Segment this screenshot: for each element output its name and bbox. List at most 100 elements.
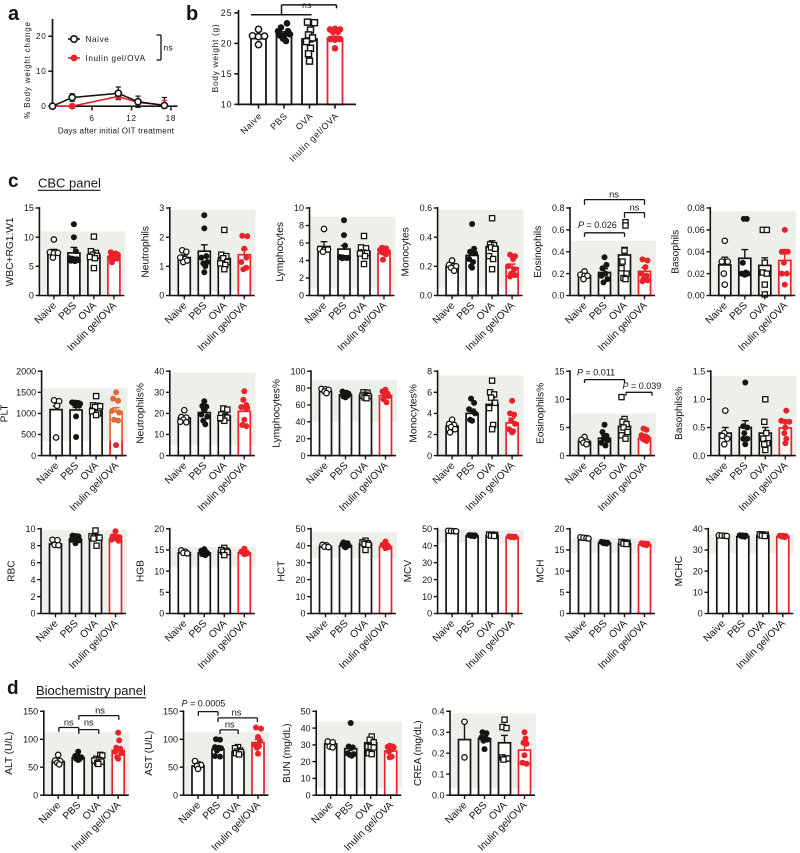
- svg-text:CREA (mg/dL): CREA (mg/dL): [413, 720, 424, 786]
- svg-text:d: d: [7, 678, 19, 699]
- svg-text:0: 0: [29, 291, 34, 301]
- svg-text:0.6: 0.6: [552, 225, 565, 235]
- svg-text:2: 2: [159, 232, 164, 242]
- svg-text:CBC panel: CBC panel: [38, 176, 101, 191]
- svg-text:20: 20: [422, 575, 432, 585]
- svg-text:4: 4: [427, 409, 432, 419]
- svg-text:25: 25: [221, 8, 233, 18]
- svg-text:10: 10: [294, 203, 304, 213]
- svg-text:P = 0.011: P = 0.011: [577, 367, 615, 377]
- svg-text:20: 20: [154, 409, 164, 419]
- svg-text:0: 0: [559, 609, 564, 619]
- svg-text:HGB: HGB: [135, 560, 146, 582]
- svg-text:20: 20: [295, 575, 305, 585]
- svg-text:30: 30: [301, 740, 311, 750]
- svg-text:8: 8: [299, 221, 304, 231]
- svg-text:15: 15: [554, 545, 564, 555]
- svg-text:20: 20: [295, 434, 305, 444]
- svg-text:20: 20: [36, 32, 47, 41]
- svg-text:15: 15: [154, 545, 164, 555]
- svg-text:ns: ns: [95, 705, 105, 715]
- svg-text:0: 0: [30, 609, 35, 619]
- svg-text:0.1: 0.1: [432, 769, 445, 779]
- svg-text:MCHC: MCHC: [674, 556, 685, 587]
- svg-text:MCH: MCH: [536, 559, 547, 582]
- svg-text:1500: 1500: [16, 388, 36, 398]
- svg-text:Inulin gel/OVA: Inulin gel/OVA: [86, 54, 146, 63]
- svg-text:0.4: 0.4: [552, 247, 565, 257]
- svg-text:0.6: 0.6: [420, 203, 433, 213]
- svg-text:40: 40: [693, 524, 703, 534]
- svg-text:PLT: PLT: [0, 404, 10, 422]
- svg-text:ns: ns: [609, 190, 619, 200]
- svg-text:1.0: 1.0: [693, 395, 706, 405]
- svg-text:20: 20: [221, 39, 233, 49]
- svg-text:Lymphocytes%: Lymphocytes%: [271, 379, 282, 448]
- svg-text:40: 40: [295, 541, 305, 551]
- svg-text:18: 18: [166, 114, 177, 123]
- svg-text:15: 15: [554, 366, 564, 376]
- svg-text:Basophils: Basophils: [671, 230, 682, 274]
- svg-text:0.00: 0.00: [687, 291, 705, 301]
- svg-text:ns: ns: [232, 708, 242, 718]
- svg-text:Monocytes: Monocytes: [401, 227, 412, 276]
- svg-text:0.0: 0.0: [552, 291, 565, 301]
- svg-text:0.06: 0.06: [687, 225, 705, 235]
- svg-text:0: 0: [159, 451, 164, 461]
- svg-text:RBC: RBC: [7, 560, 18, 582]
- svg-text:Eosinophils%: Eosinophils%: [536, 383, 547, 444]
- svg-text:10: 10: [25, 524, 35, 534]
- svg-text:ns: ns: [64, 717, 74, 727]
- svg-text:Basophils%: Basophils%: [674, 387, 685, 440]
- svg-text:0.02: 0.02: [687, 269, 705, 279]
- svg-text:10: 10: [154, 566, 164, 576]
- svg-text:30: 30: [154, 388, 164, 398]
- svg-text:MCV: MCV: [403, 560, 414, 583]
- svg-text:5: 5: [559, 588, 564, 598]
- svg-text:Naive: Naive: [86, 35, 110, 44]
- svg-text:Eosinophils: Eosinophils: [533, 226, 544, 278]
- svg-text:0: 0: [427, 609, 432, 619]
- svg-text:1.5: 1.5: [693, 366, 706, 376]
- svg-text:0: 0: [173, 790, 178, 800]
- svg-text:0: 0: [306, 790, 311, 800]
- svg-text:0.0: 0.0: [432, 790, 445, 800]
- svg-text:0: 0: [559, 451, 564, 461]
- svg-text:40: 40: [422, 541, 432, 551]
- svg-text:20: 20: [693, 566, 703, 576]
- svg-text:0: 0: [300, 451, 305, 461]
- svg-text:0.4: 0.4: [432, 707, 445, 717]
- svg-text:0: 0: [299, 291, 304, 301]
- svg-text:5: 5: [29, 262, 34, 272]
- svg-text:0.2: 0.2: [552, 269, 565, 279]
- svg-text:150: 150: [163, 707, 178, 717]
- svg-text:0: 0: [159, 609, 164, 619]
- svg-text:8: 8: [30, 541, 35, 551]
- svg-text:% Body weight change: % Body weight change: [23, 21, 32, 118]
- svg-text:b: b: [186, 3, 198, 25]
- svg-text:0: 0: [159, 291, 164, 301]
- svg-text:10: 10: [422, 592, 432, 602]
- svg-text:5: 5: [559, 423, 564, 433]
- svg-text:100: 100: [290, 366, 305, 376]
- svg-text:HCT: HCT: [277, 561, 288, 582]
- svg-text:30: 30: [295, 558, 305, 568]
- svg-text:10: 10: [693, 588, 703, 598]
- svg-text:30: 30: [422, 558, 432, 568]
- svg-text:30: 30: [693, 545, 703, 555]
- svg-text:2: 2: [299, 273, 304, 283]
- svg-text:0.0: 0.0: [693, 451, 706, 461]
- svg-text:0: 0: [41, 102, 46, 111]
- svg-text:ns: ns: [225, 720, 235, 730]
- svg-text:1: 1: [159, 262, 164, 272]
- svg-text:50: 50: [28, 762, 38, 772]
- svg-text:15: 15: [24, 203, 34, 213]
- svg-text:BUN (mg/dL): BUN (mg/dL): [282, 723, 293, 782]
- svg-text:Body weight (g): Body weight (g): [210, 24, 220, 93]
- svg-text:0.0: 0.0: [420, 291, 433, 301]
- svg-text:0.04: 0.04: [687, 247, 705, 257]
- svg-text:3: 3: [159, 203, 164, 213]
- svg-text:12: 12: [126, 114, 137, 123]
- svg-text:40: 40: [301, 723, 311, 733]
- svg-text:AST (U/L): AST (U/L): [144, 731, 155, 776]
